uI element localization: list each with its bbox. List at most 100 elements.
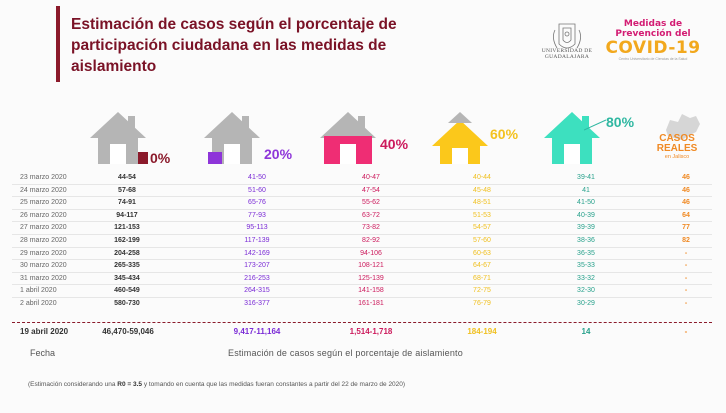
pct-20-label: 20% [264,146,293,162]
cell-40pct: 40-47 [362,174,380,181]
cell-real: 64 [682,211,690,219]
total-80pct: 14 [581,327,591,336]
cell-real: - [684,274,688,282]
cell-20pct: 95-113 [246,224,268,232]
scenario-houses: 0% 20% 40% 60% [0,108,726,172]
cell-0pct: 121-153 [114,224,140,232]
cell-60pct: 45-48 [473,186,491,194]
footnote-post: y tomando en cuenta que las medidas fuer… [142,381,406,388]
cell-40pct: 108-121 [358,262,384,270]
footnote-r0: R0 = 3.5 [117,381,143,388]
cell-0pct: 57-68 [118,186,136,194]
cell-real: 82 [682,236,690,244]
house-0-icon [90,112,148,164]
cell-0pct: 94-117 [116,211,138,219]
table-row: 28 marzo 2020 162-199 117-139 82-92 57-6… [12,235,712,248]
casos-reales-header: CASOS REALES en Jalisco [642,134,712,161]
cell-20pct: 77-93 [248,211,266,219]
cell-80pct: 41 [582,186,590,194]
cell-real: 46 [682,174,690,181]
cell-real: 77 [682,224,690,232]
total-divider [12,322,712,323]
cell-real: - [684,287,688,295]
cell-0pct: 265-335 [114,262,140,270]
casos-reales-line2: REALES [656,143,698,154]
cell-80pct: 33-32 [577,274,595,282]
cell-real: 46 [682,199,690,207]
cell-0pct: 204-258 [114,249,140,257]
cell-real: - [684,262,688,270]
estimation-column-label: Estimación de casos según el porcentaje … [228,348,463,358]
table-row: 27 marzo 2020 121-153 95-113 73-82 54-57… [12,222,712,235]
house-60-icon [432,112,488,164]
table-row: 1 abril 2020 460-549 264-315 141-158 72-… [12,285,712,298]
row-date: 29 marzo 2020 [20,249,67,257]
cell-20pct: 65-76 [248,199,266,207]
covid-logo: Medidas de Prevención del COVID-19 Centr… [600,20,706,68]
row-date: 27 marzo 2020 [20,224,67,232]
total-40pct: 1,514-1,718 [349,327,393,336]
cell-20pct: 216-253 [244,274,270,282]
cell-20pct: 117-139 [244,236,270,244]
cell-0pct: 162-199 [114,236,140,244]
row-date: 2 abril 2020 [20,299,57,307]
row-date: 26 marzo 2020 [20,211,67,219]
cell-20pct: 142-169 [244,249,270,257]
cell-60pct: 54-57 [473,224,491,232]
cell-60pct: 51-53 [473,211,491,219]
total-0pct: 46,470-59,046 [102,327,154,336]
cell-0pct: 44-54 [118,174,136,181]
row-date: 24 marzo 2020 [20,186,67,194]
udg-seal-icon [553,23,581,49]
total-row: 19 abril 2020 46,470-59,046 9,417-11,164… [12,325,712,339]
jalisco-map-icon [666,114,700,140]
table-row: 31 marzo 2020 345-434 216-253 125-139 68… [12,273,712,286]
cell-real: - [684,249,688,257]
house-80-icon [544,112,600,164]
pct-60-label: 60% [490,126,519,142]
cell-80pct: 35-33 [577,262,595,270]
row-date: 30 marzo 2020 [20,262,67,270]
cell-real: - [684,299,688,307]
total-60pct: 184-194 [467,327,497,336]
casos-reales-sub: en Jalisco [664,154,690,160]
udg-name: UNIVERSIDAD DE GUADALAJARA [541,48,593,60]
table-row: 25 marzo 2020 74-91 65-76 55-62 48-51 41… [12,197,712,210]
cell-60pct: 68-71 [473,274,491,282]
cell-0pct: 345-434 [114,274,140,282]
table-row: 29 marzo 2020 204-258 142-169 94-106 60-… [12,248,712,261]
cell-60pct: 60-63 [473,249,491,257]
cell-60pct: 72-75 [473,287,491,295]
total-date: 19 abril 2020 [20,327,69,336]
cell-40pct: 125-139 [358,274,384,282]
casos-reales-line1: CASOS [659,133,695,144]
row-date: 1 abril 2020 [20,287,57,295]
row-date: 28 marzo 2020 [20,236,67,244]
table-row: 26 marzo 2020 94-117 77-93 63-72 51-53 4… [12,210,712,223]
cell-20pct: 316-377 [244,299,270,307]
house-20-icon [204,112,260,164]
cell-60pct: 40-44 [473,174,491,181]
covid-logo-title: COVID-19 [605,38,701,58]
table-row: 23 marzo 2020 44-54 41-50 40-47 40-44 39… [12,172,712,185]
pct-80-leader-line [584,119,607,131]
pct-0-label: 0% [150,150,171,166]
cell-80pct: 40-39 [577,211,595,219]
footnote-pre: (Estimación considerando una [28,381,118,388]
total-real: - [684,327,688,336]
cell-60pct: 48-51 [473,199,491,207]
title-accent-bar [56,6,60,82]
table-row: 24 marzo 2020 57-68 51-60 47-54 45-48 41… [12,185,712,198]
covid-logo-line1: Medidas de [623,19,683,29]
cell-20pct: 264-315 [244,287,270,295]
cell-0pct: 460-549 [114,287,140,295]
footnote: (Estimación considerando una R0 = 3.5 y … [28,381,405,388]
cell-60pct: 76-79 [473,299,491,307]
cell-40pct: 82-92 [362,236,380,244]
cell-20pct: 173-207 [244,262,270,270]
covid-logo-subtitle: Centro Universitario de Ciencias de la S… [618,57,688,61]
total-20pct: 9,417-11,164 [233,327,281,336]
cell-80pct: 36-35 [577,249,595,257]
cell-20pct: 41-50 [248,174,266,181]
